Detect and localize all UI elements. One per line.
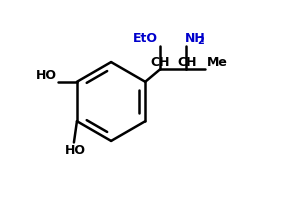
- Text: HO: HO: [36, 68, 57, 81]
- Text: Me: Me: [206, 56, 227, 69]
- Text: CH: CH: [177, 56, 196, 69]
- Text: CH: CH: [151, 56, 170, 69]
- Text: EtO: EtO: [133, 32, 158, 44]
- Text: HO: HO: [64, 144, 86, 157]
- Text: 2: 2: [197, 35, 204, 45]
- Text: NH: NH: [185, 32, 206, 44]
